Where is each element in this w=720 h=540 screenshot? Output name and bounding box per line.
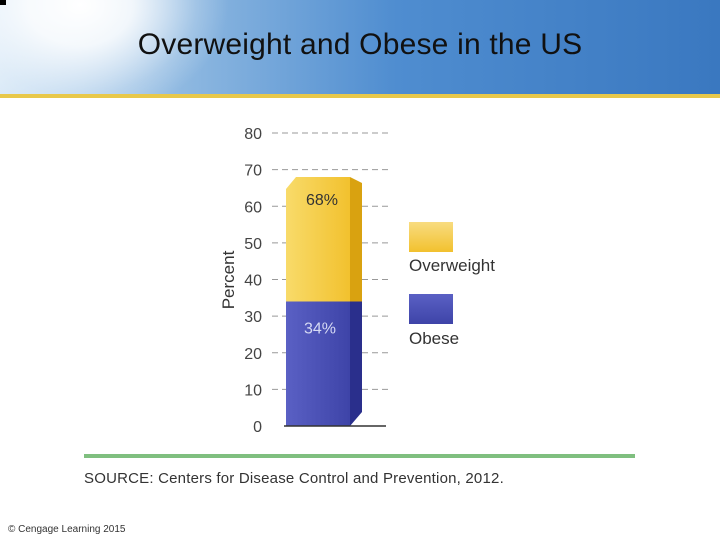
corner-mark [0, 0, 6, 5]
source-note: SOURCE: Centers for Disease Control and … [84, 470, 504, 487]
header-banner: Overweight and Obese in the US [0, 0, 720, 94]
bar-overweight-side [350, 176, 362, 302]
legend-label-overweight: Overweight [409, 256, 495, 275]
y-axis-ticks: 0 10 20 30 40 50 60 70 80 [244, 126, 262, 436]
bar-layer: 68% 34% [286, 176, 362, 426]
legend-swatch-obese [409, 294, 453, 324]
y-tick-label: 10 [244, 382, 262, 399]
y-tick-label: 80 [244, 126, 262, 143]
bar-overweight-data-label: 68% [306, 192, 338, 209]
y-tick-label: 40 [244, 273, 262, 290]
copyright-note: © Cengage Learning 2015 [8, 524, 126, 535]
bar-obese-data-label: 34% [304, 320, 336, 337]
bar-obese-side [350, 301, 362, 426]
legend-label-obese: Obese [409, 329, 459, 348]
sunburst-decoration [0, 0, 230, 94]
y-tick-label: 20 [244, 346, 262, 363]
legend: Overweight Obese [409, 222, 495, 348]
y-tick-label: 0 [253, 419, 262, 436]
y-tick-label: 50 [244, 236, 262, 253]
y-tick-label: 30 [244, 309, 262, 326]
bar-obese [286, 301, 350, 426]
source-divider [84, 454, 635, 458]
y-tick-label: 60 [244, 199, 262, 216]
header-accent-line [0, 94, 720, 98]
y-tick-label: 70 [244, 163, 262, 180]
legend-swatch-overweight [409, 222, 453, 252]
bar-overweight [286, 176, 350, 302]
slide-title: Overweight and Obese in the US [137, 28, 583, 61]
y-axis-label: Percent [219, 250, 238, 309]
